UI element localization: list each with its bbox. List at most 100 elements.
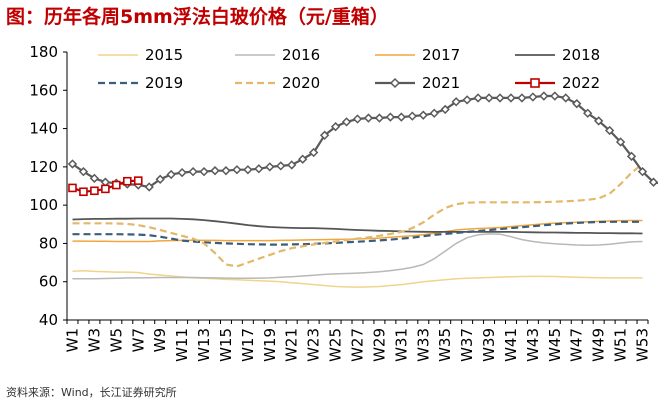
x-tick-label: W23	[305, 328, 323, 362]
x-tick-label: W15	[217, 328, 235, 362]
data-point-2021	[276, 161, 286, 171]
x-tick-label: W13	[195, 328, 213, 362]
data-point-2021	[221, 166, 231, 176]
legend-item-2020: 2020	[235, 74, 320, 92]
data-point-2021	[550, 91, 560, 101]
data-point-2021	[298, 154, 308, 164]
x-tick-label: W3	[85, 328, 103, 352]
data-point-2021	[637, 166, 648, 177]
series-line-2015	[72, 270, 643, 288]
data-point-2021	[429, 108, 439, 118]
data-point-2021	[352, 114, 363, 124]
data-point-2021	[462, 95, 472, 105]
x-tick-label: W5	[107, 328, 125, 352]
x-tick-label: W43	[524, 328, 542, 362]
data-point-2021	[287, 160, 297, 170]
legend-label: 2022	[562, 74, 600, 92]
x-tick-label: W1	[63, 328, 81, 352]
legend-marker	[389, 77, 401, 89]
y-tick-label: 160	[29, 81, 58, 99]
data-point-2021	[144, 182, 154, 192]
data-point-2021	[177, 167, 187, 178]
series-line-2019	[72, 220, 643, 246]
x-tick-label: W17	[239, 328, 257, 362]
series-line-2020	[72, 163, 644, 268]
data-point-2021	[615, 137, 626, 147]
legend: 2015 2016 2017 2018 2019 2020 2021 2022	[98, 46, 600, 92]
x-tick-label: W27	[349, 328, 367, 362]
legend-label: 2017	[422, 46, 460, 64]
x-tick-label: W31	[392, 328, 410, 362]
data-point-2022	[101, 184, 110, 194]
x-tick-label: W51	[612, 328, 630, 362]
data-point-2022	[90, 186, 99, 196]
data-point-2022	[79, 187, 88, 197]
data-point-2021	[265, 162, 275, 172]
x-tick-label: W35	[436, 328, 454, 362]
data-point-2021	[210, 166, 220, 176]
legend-item-2022: 2022	[515, 74, 600, 92]
data-point-2021	[232, 165, 242, 175]
chart-title: 图：历年各周5mm浮法白玻价格（元/重箱）	[6, 6, 389, 28]
legend-item-2018: 2018	[515, 46, 600, 64]
x-tick-label: W37	[458, 328, 476, 362]
data-point-2021	[648, 177, 658, 187]
data-point-2021	[440, 104, 450, 115]
data-point-2021	[484, 93, 494, 103]
x-tick-label: W11	[173, 328, 191, 362]
x-tick-label: W25	[327, 328, 345, 362]
data-point-2021	[495, 93, 505, 103]
data-point-2021	[473, 93, 483, 103]
chart-source: 资料来源：Wind，长江证券研究所	[6, 386, 177, 399]
data-point-2022	[122, 176, 132, 186]
data-point-2021	[319, 130, 330, 140]
data-point-2021	[418, 110, 428, 120]
data-point-2021	[330, 121, 341, 132]
data-point-2021	[451, 97, 461, 107]
data-point-2021	[506, 93, 516, 103]
legend-item-2019: 2019	[98, 74, 183, 92]
data-point-2021	[254, 164, 264, 174]
data-point-2021	[341, 117, 352, 127]
x-tick-label: W29	[370, 328, 388, 362]
y-tick-label: 140	[29, 120, 58, 138]
x-tick-label: W41	[502, 328, 520, 362]
series-line-2021	[71, 94, 658, 189]
data-point-2021	[308, 147, 319, 158]
legend-label: 2018	[562, 46, 600, 64]
data-point-2021	[385, 112, 396, 122]
x-tick-label: W39	[480, 328, 498, 362]
data-point-2021	[517, 93, 527, 103]
data-point-2021	[67, 159, 78, 169]
data-point-2021	[583, 108, 593, 118]
legend-marker	[530, 78, 540, 88]
data-point-2021	[155, 174, 165, 184]
y-tick-label: 100	[29, 196, 58, 214]
data-point-2021	[528, 92, 538, 102]
data-point-2021	[594, 116, 604, 126]
data-point-2021	[199, 166, 209, 177]
data-point-2021	[363, 113, 374, 123]
y-tick-label: 40	[39, 311, 58, 329]
legend-item-2017: 2017	[375, 46, 460, 64]
x-tick-label: W49	[590, 328, 608, 362]
legend-label: 2021	[422, 74, 460, 92]
y-tick-label: 180	[29, 43, 58, 61]
data-point-2021	[626, 151, 637, 161]
x-tick-label: W33	[414, 328, 432, 362]
legend-label: 2019	[145, 74, 183, 92]
data-point-2021	[604, 125, 615, 136]
legend-item-2021: 2021	[375, 74, 460, 92]
data-point-2021	[78, 166, 89, 177]
series-line-2016	[72, 233, 643, 280]
legend-label: 2020	[282, 74, 320, 92]
data-point-2022	[133, 176, 143, 185]
x-tick-label: W45	[546, 328, 564, 362]
data-point-2021	[188, 166, 198, 177]
data-point-2021	[396, 112, 407, 122]
y-tick-label: 60	[39, 273, 58, 291]
data-point-2021	[539, 91, 549, 101]
series-lines	[67, 91, 658, 288]
legend-label: 2016	[282, 46, 320, 64]
